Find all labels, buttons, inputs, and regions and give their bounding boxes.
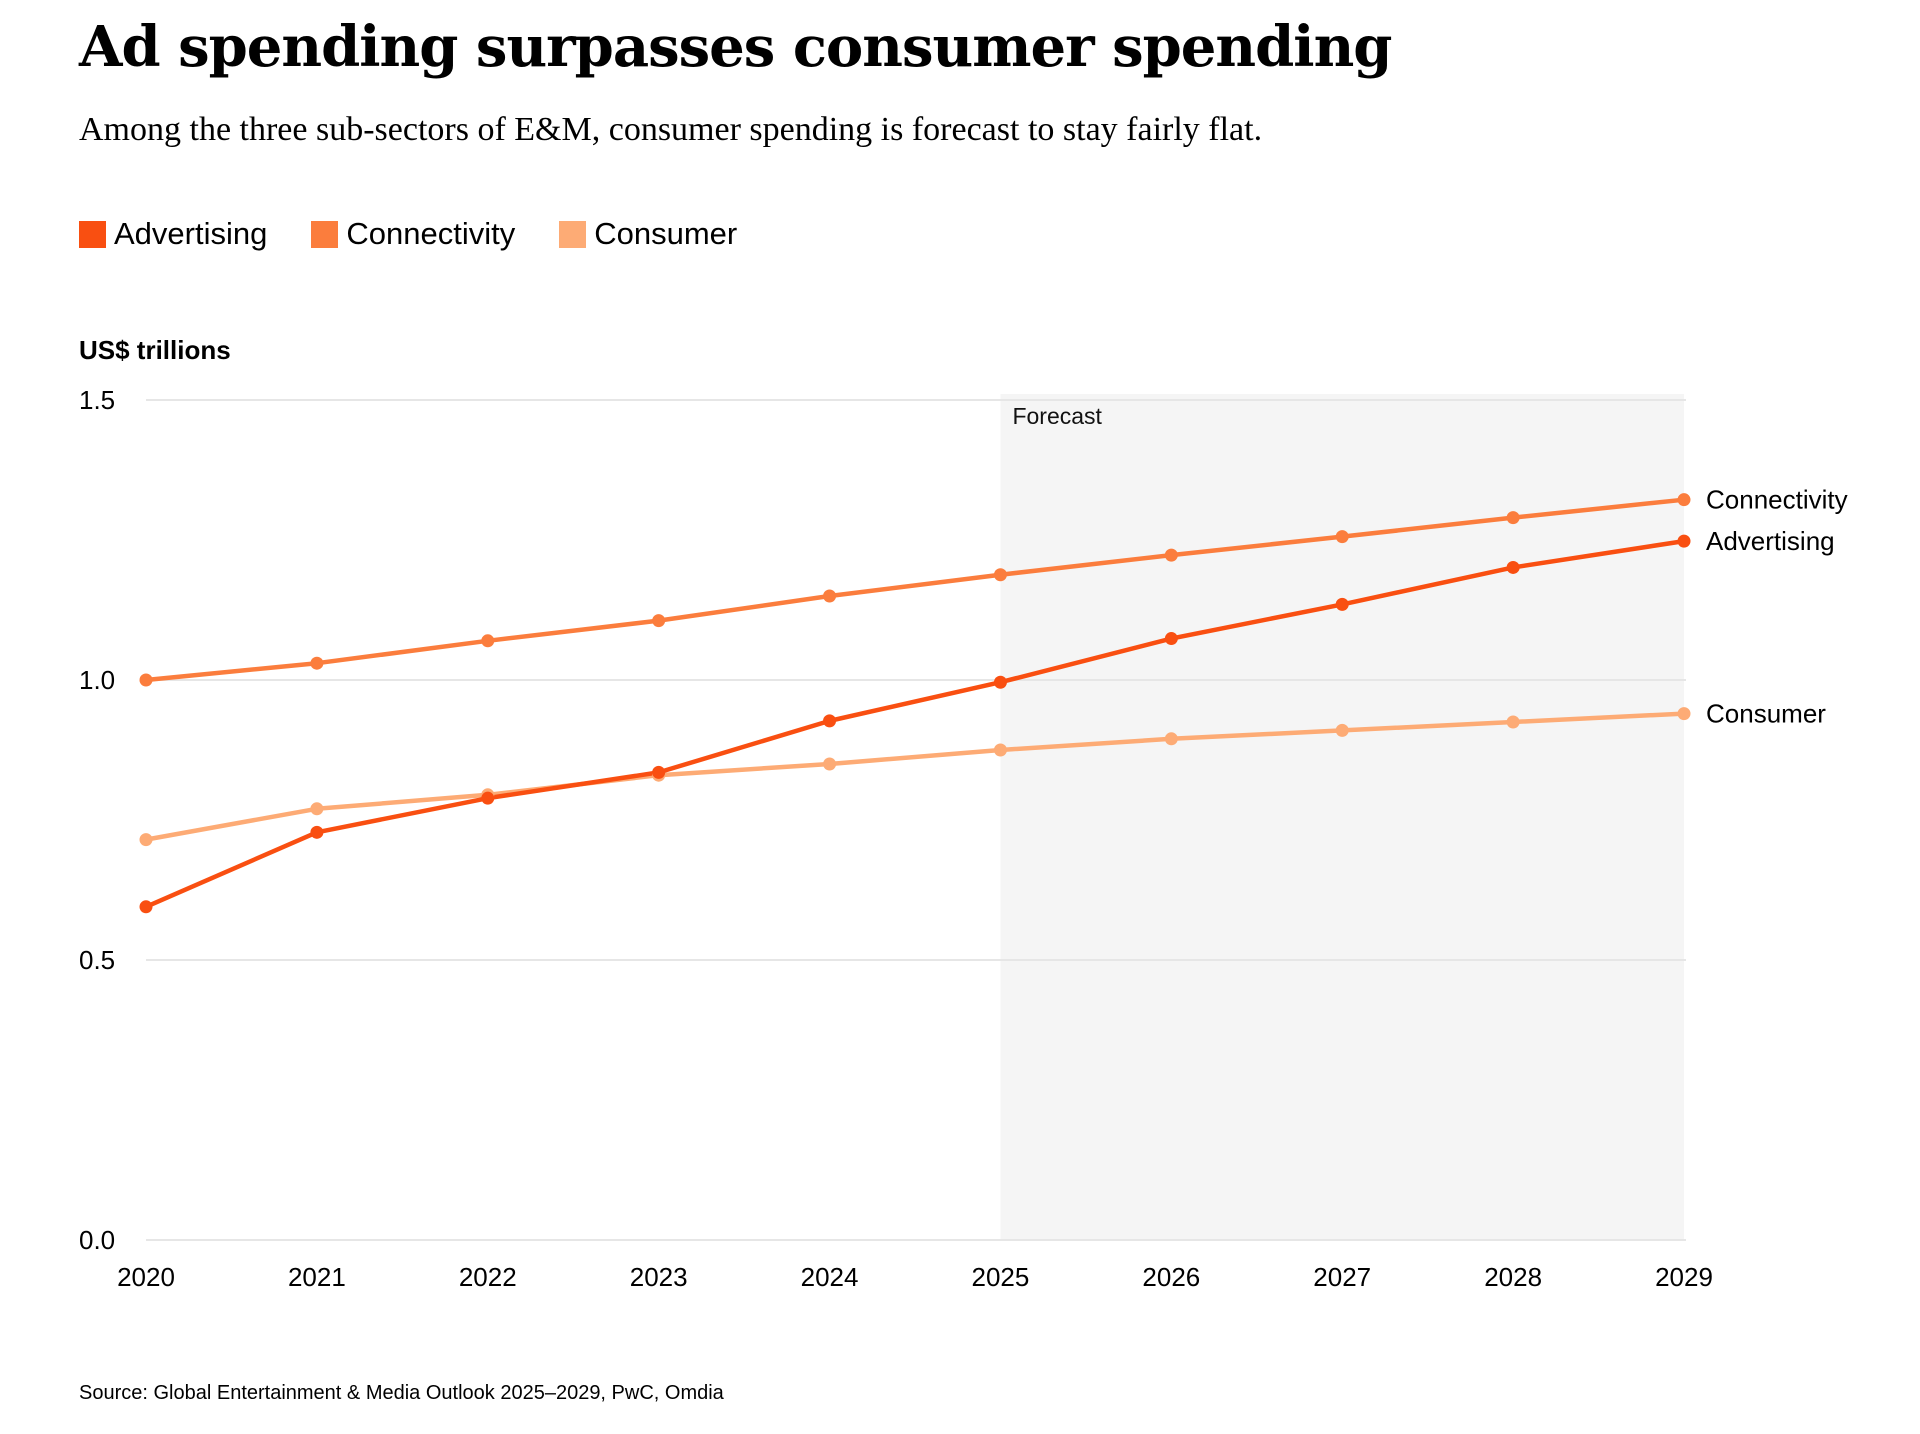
- data-point-consumer-2027: [1335, 723, 1349, 737]
- x-tick-label: 2020: [117, 1262, 175, 1292]
- data-point-consumer-2025: [993, 743, 1007, 757]
- data-point-connectivity-2028: [1506, 511, 1520, 525]
- data-point-advertising-2025: [993, 675, 1007, 689]
- data-point-connectivity-2024: [823, 589, 837, 603]
- series-end-label-advertising: Advertising: [1706, 526, 1835, 556]
- y-tick-label: 0.5: [79, 945, 115, 975]
- data-point-advertising-2024: [823, 714, 837, 728]
- data-point-connectivity-2029: [1677, 493, 1691, 507]
- x-tick-label: 2024: [801, 1262, 859, 1292]
- data-point-consumer-2024: [823, 757, 837, 771]
- legend-swatch-advertising: [79, 220, 106, 248]
- x-tick-label: 2027: [1313, 1262, 1371, 1292]
- chart-subtitle: Among the three sub-sectors of E&M, cons…: [79, 111, 1263, 148]
- data-point-connectivity-2027: [1335, 530, 1349, 544]
- legend-label-connectivity: Connectivity: [346, 216, 516, 251]
- y-tick-label: 1.0: [79, 665, 115, 695]
- data-point-consumer-2029: [1677, 707, 1691, 721]
- data-point-consumer-2020: [139, 833, 153, 847]
- data-point-connectivity-2021: [310, 656, 324, 670]
- data-point-consumer-2026: [1164, 732, 1178, 746]
- x-tick-label: 2023: [630, 1262, 688, 1292]
- x-tick-label: 2022: [459, 1262, 517, 1292]
- data-point-advertising-2029: [1677, 534, 1691, 548]
- data-point-advertising-2022: [481, 791, 495, 805]
- y-tick-label: 0.0: [79, 1225, 115, 1255]
- legend-swatch-connectivity: [311, 220, 339, 248]
- series-end-label-consumer: Consumer: [1706, 699, 1826, 729]
- y-axis-unit-label: US$ trillions: [79, 335, 231, 365]
- data-point-advertising-2020: [139, 900, 153, 914]
- data-point-connectivity-2025: [993, 568, 1007, 582]
- data-point-connectivity-2023: [652, 614, 666, 628]
- legend-item-advertising: Advertising: [79, 216, 267, 252]
- data-point-advertising-2026: [1164, 632, 1178, 646]
- forecast-band: [1000, 394, 1684, 1240]
- data-point-advertising-2027: [1335, 597, 1349, 611]
- legend: Advertising Connectivity Consumer: [79, 216, 781, 252]
- x-tick-label: 2028: [1484, 1262, 1542, 1292]
- x-tick-label: 2021: [288, 1262, 346, 1292]
- x-tick-label: 2025: [972, 1262, 1030, 1292]
- data-point-connectivity-2020: [139, 673, 153, 687]
- x-tick-label: 2029: [1655, 1262, 1713, 1292]
- data-point-advertising-2021: [310, 825, 324, 839]
- y-tick-label: 1.5: [79, 385, 115, 415]
- series-line-connectivity: [143, 497, 1687, 683]
- data-point-advertising-2028: [1506, 560, 1520, 574]
- legend-label-advertising: Advertising: [114, 216, 268, 251]
- data-point-consumer-2021: [310, 802, 324, 816]
- data-point-connectivity-2026: [1164, 548, 1178, 562]
- chart-title: Ad spending surpasses consumer spending: [79, 14, 1392, 80]
- data-point-consumer-2028: [1506, 715, 1520, 729]
- x-tick-label: 2026: [1142, 1262, 1200, 1292]
- legend-swatch-consumer: [559, 220, 587, 248]
- legend-item-consumer: Consumer: [559, 216, 737, 252]
- series-end-label-connectivity: Connectivity: [1706, 485, 1848, 515]
- series-line-advertising: [143, 538, 1687, 910]
- forecast-label: Forecast: [1012, 403, 1102, 429]
- series-line-consumer: [143, 711, 1687, 842]
- data-point-advertising-2023: [652, 765, 666, 779]
- data-point-connectivity-2022: [481, 634, 495, 648]
- legend-label-consumer: Consumer: [594, 216, 738, 251]
- source-note: Source: Global Entertainment & Media Out…: [79, 1382, 724, 1404]
- legend-item-connectivity: Connectivity: [311, 216, 515, 252]
